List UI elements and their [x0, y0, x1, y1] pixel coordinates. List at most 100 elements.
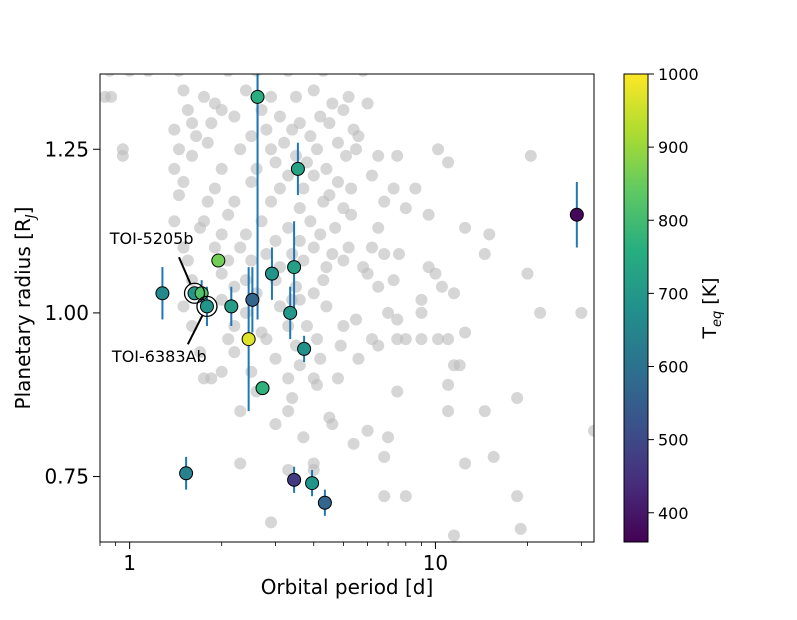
background-point	[350, 313, 363, 326]
background-point	[283, 74, 294, 77]
highlight-point	[264, 266, 279, 281]
background-point	[387, 182, 400, 195]
background-point	[361, 424, 374, 437]
background-point	[345, 208, 358, 221]
annotations: TOI-5205b TOI-6383Ab	[109, 229, 218, 366]
background-point	[297, 431, 310, 444]
background-point	[269, 418, 282, 431]
plot-frame	[99, 73, 595, 543]
y-axis-ticks: 0.75 1.00 1.25	[44, 137, 100, 489]
highlight-points	[155, 89, 584, 510]
background-point	[307, 287, 320, 300]
highlight-point	[305, 476, 320, 491]
highlight-point	[255, 381, 270, 396]
background-point	[311, 333, 324, 346]
background-point	[282, 405, 295, 418]
background-point	[352, 352, 365, 365]
y-tick-label: 0.75	[44, 465, 89, 489]
background-point	[435, 280, 448, 293]
highlight-point	[317, 495, 332, 510]
colorbar-tick-label: 500	[658, 431, 689, 450]
background-point	[442, 378, 455, 391]
background-point	[361, 97, 374, 110]
background-point	[143, 74, 154, 77]
background-point	[314, 228, 327, 241]
background-point	[342, 241, 355, 254]
background-point	[239, 306, 252, 319]
background-point	[514, 522, 527, 535]
highlight-point	[287, 260, 302, 275]
background-point	[245, 176, 258, 188]
highlight-point	[179, 466, 194, 481]
background-point	[168, 123, 181, 136]
background-point	[478, 248, 491, 260]
background-point	[286, 248, 299, 260]
background-point	[575, 306, 588, 319]
background-point	[265, 143, 278, 156]
background-point	[314, 352, 327, 365]
background-point	[391, 385, 404, 398]
background-point	[234, 143, 247, 156]
colorbar-tick-label: 1000	[658, 65, 699, 84]
background-point	[282, 221, 295, 234]
background-point	[215, 293, 228, 306]
background-point	[265, 516, 278, 529]
background-point	[361, 267, 374, 280]
background-point	[534, 306, 547, 319]
background-point	[378, 450, 391, 463]
background-point	[307, 84, 320, 97]
background-point	[245, 130, 258, 143]
background-point	[172, 189, 185, 202]
background-point	[304, 215, 317, 228]
background-point	[391, 333, 404, 346]
background-point	[387, 274, 400, 287]
annotation-ring	[196, 295, 218, 318]
background-point	[234, 457, 247, 470]
background-point	[205, 117, 218, 130]
background-point	[307, 169, 320, 182]
background-point	[422, 208, 435, 221]
svg-text:Planetary radius [RJ]: Planetary radius [RJ]	[11, 207, 39, 410]
background-point	[282, 372, 295, 385]
background-point	[181, 254, 194, 267]
x-axis-label: Orbital period [d]	[261, 575, 434, 599]
annotation-label: TOI-5205b	[109, 229, 194, 248]
background-point	[222, 208, 235, 221]
background-point	[260, 248, 273, 260]
y-tick-label: 1.00	[44, 301, 89, 325]
background-point	[447, 529, 460, 542]
background-point	[251, 74, 262, 77]
background-point	[317, 274, 330, 287]
background-point	[459, 326, 472, 339]
background-point	[286, 123, 299, 136]
background-point	[293, 234, 306, 247]
colorbar-gradient	[624, 74, 648, 542]
background-point	[282, 169, 295, 182]
background-point	[297, 254, 310, 267]
background-point	[329, 221, 342, 234]
background-point	[116, 149, 129, 162]
colorbar-frame	[623, 73, 649, 543]
background-point	[378, 195, 391, 208]
background-point	[350, 143, 363, 156]
background-point	[483, 228, 496, 241]
x-tick-label: 1	[123, 551, 136, 575]
background-point	[331, 136, 344, 149]
highlight-point	[224, 299, 239, 314]
background-point	[234, 405, 247, 418]
background-point	[459, 221, 472, 234]
background-point	[429, 267, 442, 280]
background-point	[378, 248, 391, 260]
colorbar-ticks: 400 500 600 700 800 900 1000	[648, 65, 699, 523]
background-point	[297, 182, 310, 195]
background-point	[215, 162, 228, 175]
background-point	[239, 228, 252, 241]
annotation-ring	[183, 282, 206, 304]
background-point	[432, 143, 445, 156]
background-point	[478, 405, 491, 418]
background-point	[293, 293, 306, 306]
background-point	[290, 149, 303, 162]
colorbar-tick-label: 800	[658, 211, 689, 230]
background-point	[442, 333, 455, 346]
background-point	[260, 333, 273, 346]
